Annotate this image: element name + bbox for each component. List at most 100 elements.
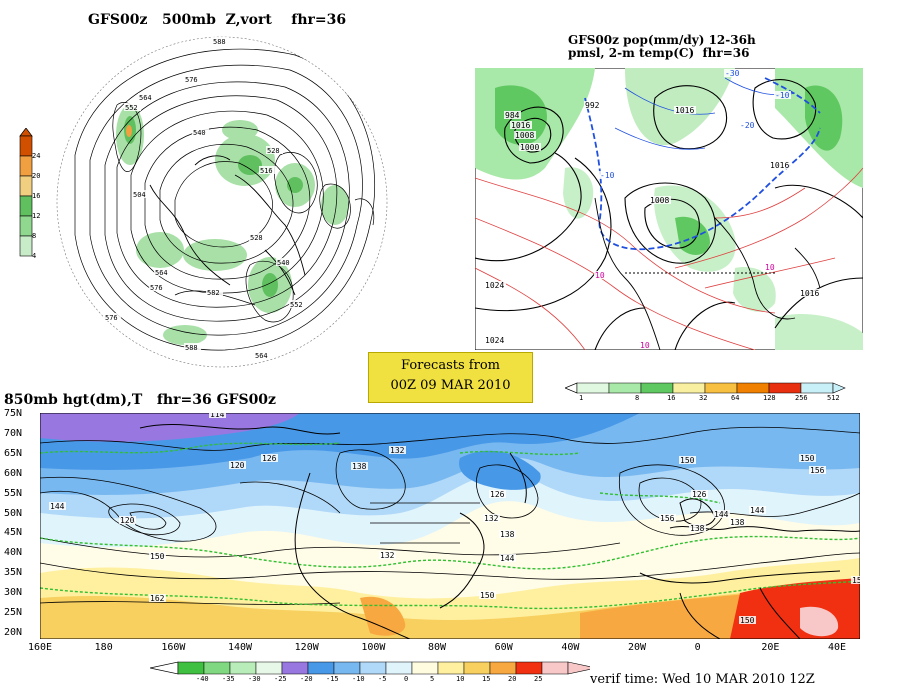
contour-label-bg	[209, 413, 226, 418]
contour-label: 1008	[650, 196, 669, 205]
contour-label-bg	[594, 271, 606, 279]
colorbar-pop-swatch	[672, 382, 706, 394]
contour-label: 552	[290, 301, 303, 309]
colorbar-500-label: 8	[32, 232, 37, 240]
verif-time: verif time: Wed 10 MAR 2010 12Z	[590, 672, 815, 687]
contour-label-bg	[289, 300, 306, 308]
contour-label: 1024	[485, 281, 504, 290]
contour-label-bg	[851, 576, 860, 584]
contour-label-bg	[769, 161, 791, 169]
contour-label: 132	[380, 551, 395, 560]
lon-tick-label: 80W	[428, 642, 447, 653]
contour-label-bg	[184, 343, 201, 351]
panel-850mb-lat-labels: 75N 70N 65N 60N 55N 50N 45N 40N 35N 30N 25N 20N	[4, 408, 40, 640]
contour-label-bg	[499, 554, 516, 562]
colorbar-500-label: 20	[32, 172, 41, 180]
contour-label: 126	[262, 454, 277, 463]
lon-tick-label: 60W	[494, 642, 513, 653]
lat-tick-label: 60N	[4, 467, 23, 479]
contour-label: 1016	[675, 106, 694, 115]
colorbar-850-arrow	[567, 661, 590, 675]
contour-label-bg	[489, 490, 506, 498]
forecast-line2: 00Z 09 MAR 2010	[390, 378, 511, 393]
contour-label: 1016	[770, 161, 789, 170]
colorbar-pop-arrow	[832, 382, 846, 394]
panel-pop-colorbar	[565, 382, 846, 394]
contour-label-bg	[149, 283, 166, 291]
colorbar-850-swatch	[255, 661, 283, 675]
colorbar-850-swatch	[177, 661, 205, 675]
contour-label: 992	[585, 101, 600, 110]
contour-label: 126	[490, 490, 505, 499]
lon-tick-label: 160W	[161, 642, 186, 653]
panel-850mb-title: 850mb hgt(dm),T fhr=36 GFS00z	[4, 392, 277, 408]
contour-label: 540	[277, 259, 290, 267]
colorbar-850-swatch	[489, 661, 517, 675]
contour-label-bg	[254, 351, 271, 359]
lon-tick-label: 20W	[628, 642, 647, 653]
colorbar-500-swatch	[19, 235, 33, 257]
contour-label-bg	[351, 462, 368, 470]
contour-label: 144	[50, 502, 65, 511]
colorbar-pop-label: 8	[635, 394, 640, 402]
colorbar-850-swatch	[359, 661, 387, 675]
colorbar-500-label: 4	[32, 252, 37, 260]
contour-label: 114	[210, 413, 225, 419]
contour-label-bg	[510, 121, 532, 129]
colorbar-850-label: -10	[352, 675, 365, 683]
contour-label: 564	[139, 94, 152, 102]
contour-label: 120	[230, 461, 245, 470]
contour-label-bg	[739, 616, 756, 624]
contour-label-bg	[149, 594, 166, 602]
panel-850mb-lon-labels: 160E 180 160W 140W 120W 100W 80W 60W 40W 20W 0 20E 4…	[28, 642, 870, 656]
contour-label: 10	[640, 341, 650, 350]
forecast-info-box: Forecasts from 00Z 09 MAR 2010	[368, 352, 533, 403]
colorbar-pop-swatch	[768, 382, 802, 394]
contour-label: 150	[740, 616, 755, 625]
contour-label-bg	[799, 289, 821, 297]
contour-label: 120	[120, 516, 135, 525]
lat-tick-label: 75N	[4, 408, 23, 419]
contour-label-bg	[799, 454, 816, 462]
colorbar-pop-label: 16	[667, 394, 676, 402]
colorbar-850-label: -5	[378, 675, 387, 683]
colorbar-850-swatch	[385, 661, 413, 675]
contour-label-bg	[184, 75, 201, 83]
lat-tick-label: 50N	[4, 507, 23, 519]
contour-label-bg	[649, 196, 671, 204]
colorbar-pop-swatch	[704, 382, 738, 394]
contour-label: 144	[714, 510, 729, 519]
colorbar-850-label: -25	[274, 675, 287, 683]
lon-tick-label: 40E	[828, 642, 847, 653]
contour-label-bg	[514, 131, 536, 139]
contour-label: 1024	[485, 336, 504, 345]
colorbar-pop-swatch	[800, 382, 834, 394]
contour-label-bg	[229, 461, 246, 469]
colorbar-850-swatch	[437, 661, 465, 675]
panel-500mb-map: 5885765645525405285165045765645765825885…	[56, 36, 388, 368]
colorbar-850-label: 10	[456, 675, 465, 683]
colorbar-pop-label: 256	[795, 394, 808, 402]
lat-tick-label: 30N	[4, 587, 23, 599]
contour-label: 138	[352, 462, 367, 471]
contour-label: 15	[852, 576, 860, 585]
contour-label: 138	[500, 530, 515, 539]
contour-label: 1016	[800, 289, 819, 298]
colorbar-850-label: 5	[430, 675, 435, 683]
lat-tick-label: 35N	[4, 567, 23, 579]
colorbar-850-label: 0	[404, 675, 409, 683]
contour-label: 126	[692, 490, 707, 499]
contour-label-bg	[519, 143, 541, 151]
contour-label-bg	[192, 128, 209, 136]
contour-label: 552	[125, 104, 138, 112]
contour-label-bg	[379, 551, 396, 559]
contour-label: 150	[480, 591, 495, 600]
contour-label-bg	[479, 591, 496, 599]
contour-label-bg	[206, 288, 223, 296]
contour-label: -20	[740, 121, 755, 130]
contour-label-bg	[499, 530, 516, 538]
contour-label: 1016	[511, 121, 530, 130]
contour-label: 156	[810, 466, 825, 475]
colorbar-850-label: -40	[196, 675, 209, 683]
contour-label-bg	[749, 506, 766, 514]
